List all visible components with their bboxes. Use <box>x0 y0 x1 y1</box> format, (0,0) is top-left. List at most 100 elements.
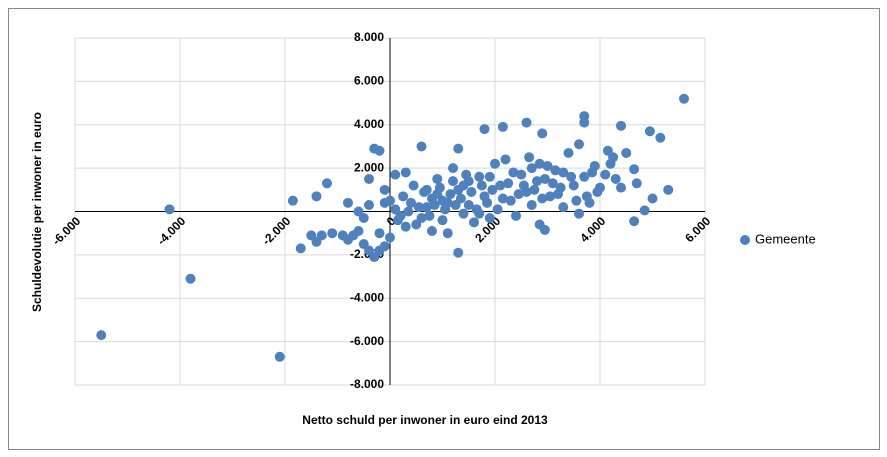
point <box>574 139 584 150</box>
point <box>482 197 493 208</box>
point <box>453 184 464 195</box>
point <box>343 197 353 208</box>
y-tick-label: 2.000 <box>354 160 384 174</box>
y-tick-label: -6.000 <box>350 334 384 348</box>
point <box>579 117 590 128</box>
point <box>442 228 453 239</box>
point <box>379 241 390 252</box>
point <box>566 171 577 182</box>
point <box>644 126 655 137</box>
point <box>474 171 485 182</box>
point <box>416 213 427 224</box>
point <box>484 213 495 224</box>
point <box>616 182 626 193</box>
point <box>581 191 592 202</box>
point <box>521 117 532 128</box>
point <box>327 228 338 239</box>
point <box>563 147 574 158</box>
point <box>311 191 322 202</box>
legend-marker <box>740 235 750 245</box>
point <box>629 216 640 227</box>
point <box>274 351 285 362</box>
point <box>542 160 553 171</box>
point <box>550 165 561 176</box>
point <box>629 164 640 175</box>
legend-label: Gemeente <box>755 231 816 246</box>
x-axis-title: Netto schuld per inwoner in euro eind 20… <box>302 413 548 427</box>
point <box>513 189 524 200</box>
point <box>385 232 395 243</box>
point <box>164 204 175 215</box>
point <box>466 186 477 197</box>
point <box>398 191 409 202</box>
point <box>392 215 403 226</box>
point <box>484 171 495 182</box>
point <box>295 243 306 254</box>
point <box>497 193 508 204</box>
point <box>500 154 511 165</box>
point <box>529 184 540 195</box>
point <box>679 93 689 104</box>
point <box>448 163 458 174</box>
point <box>419 186 430 197</box>
y-tick-label: 8.000 <box>354 30 384 44</box>
point <box>600 169 611 180</box>
point <box>558 202 569 213</box>
point <box>453 247 464 258</box>
point <box>616 120 626 131</box>
point <box>526 163 537 174</box>
point <box>413 202 424 213</box>
point <box>463 176 474 187</box>
point <box>416 141 427 152</box>
point <box>511 210 521 221</box>
point <box>379 197 390 208</box>
chart-frame <box>8 8 880 450</box>
point <box>432 189 443 200</box>
point <box>458 208 469 219</box>
point <box>479 124 490 135</box>
point <box>364 173 374 184</box>
point <box>524 152 535 163</box>
point <box>539 173 550 184</box>
point <box>424 210 435 221</box>
point <box>545 191 556 202</box>
point <box>492 204 503 215</box>
point <box>537 128 548 139</box>
point <box>455 193 466 204</box>
point <box>358 213 369 224</box>
point <box>406 197 416 208</box>
point <box>534 158 545 169</box>
point <box>469 217 479 228</box>
point <box>505 195 516 206</box>
point <box>437 215 448 226</box>
point <box>647 193 658 204</box>
point <box>495 180 506 191</box>
y-tick-label: 6.000 <box>354 74 384 88</box>
point <box>497 121 508 132</box>
point <box>621 147 632 158</box>
point <box>403 206 414 217</box>
point <box>487 184 498 195</box>
point <box>639 205 650 216</box>
point <box>408 180 419 191</box>
point <box>592 186 603 197</box>
point <box>364 199 374 210</box>
point <box>374 145 385 156</box>
point <box>558 167 569 178</box>
point <box>537 193 548 204</box>
point <box>610 173 621 184</box>
point <box>547 178 558 189</box>
point <box>568 180 579 191</box>
point <box>96 330 107 341</box>
point <box>571 195 582 206</box>
point <box>539 224 550 235</box>
point <box>448 176 458 187</box>
point <box>185 273 196 284</box>
point <box>663 184 674 195</box>
point <box>287 195 298 206</box>
y-tick-label: -4.000 <box>350 290 384 304</box>
point <box>421 202 432 213</box>
point <box>474 208 485 219</box>
point <box>605 158 616 169</box>
